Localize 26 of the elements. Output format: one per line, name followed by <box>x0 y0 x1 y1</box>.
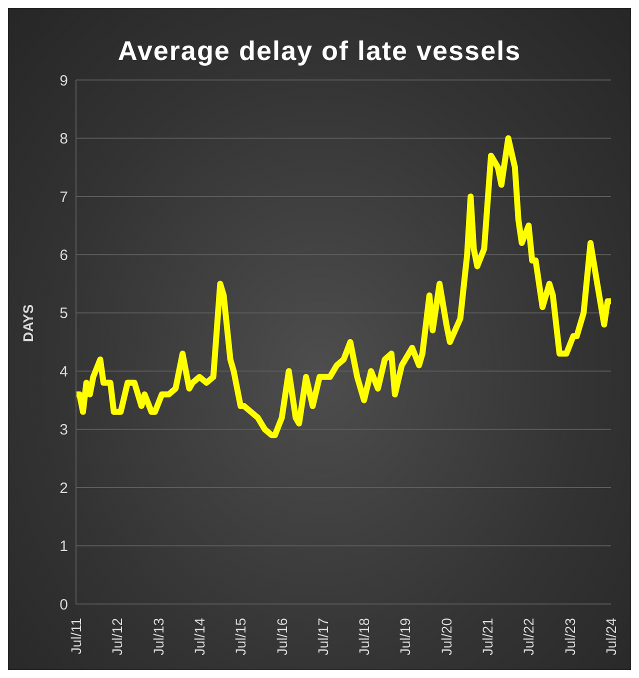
x-tick-label: Jul/23 <box>562 618 578 656</box>
y-tick-label: 2 <box>60 480 68 497</box>
x-tick-label: Jul/13 <box>150 618 166 656</box>
x-tick-label: Jul/14 <box>191 618 208 656</box>
x-tick-label: Jul/22 <box>520 618 537 656</box>
y-tick-label: 4 <box>60 363 68 380</box>
y-tick-label: 1 <box>60 538 68 556</box>
y-tick-label: 8 <box>60 130 68 148</box>
y-tick-label: 0 <box>60 596 68 614</box>
y-tick-label: 7 <box>60 188 68 206</box>
x-tick-label: Jul/18 <box>356 618 372 656</box>
y-axis-title: DAYS <box>20 304 36 342</box>
chart-title: Average delay of late vessels <box>116 35 522 66</box>
x-tick-label: Jul/15 <box>232 618 249 656</box>
y-tick-label: 5 <box>60 305 68 322</box>
y-tick-label: 9 <box>60 72 68 90</box>
x-tick-label: Jul/12 <box>109 618 126 656</box>
x-tick-label: Jul/17 <box>314 618 331 656</box>
x-tick-label: Jul/24 <box>603 618 619 656</box>
x-tick-label: Jul/19 <box>397 618 414 656</box>
y-tick-label: 6 <box>60 246 68 264</box>
x-tick-label: Jul/20 <box>438 618 454 656</box>
x-tick-label: Jul/11 <box>68 618 84 654</box>
x-tick-label: Jul/21 <box>480 618 496 656</box>
y-tick-label: 3 <box>60 422 68 439</box>
x-tick-label: Jul/16 <box>274 618 290 656</box>
